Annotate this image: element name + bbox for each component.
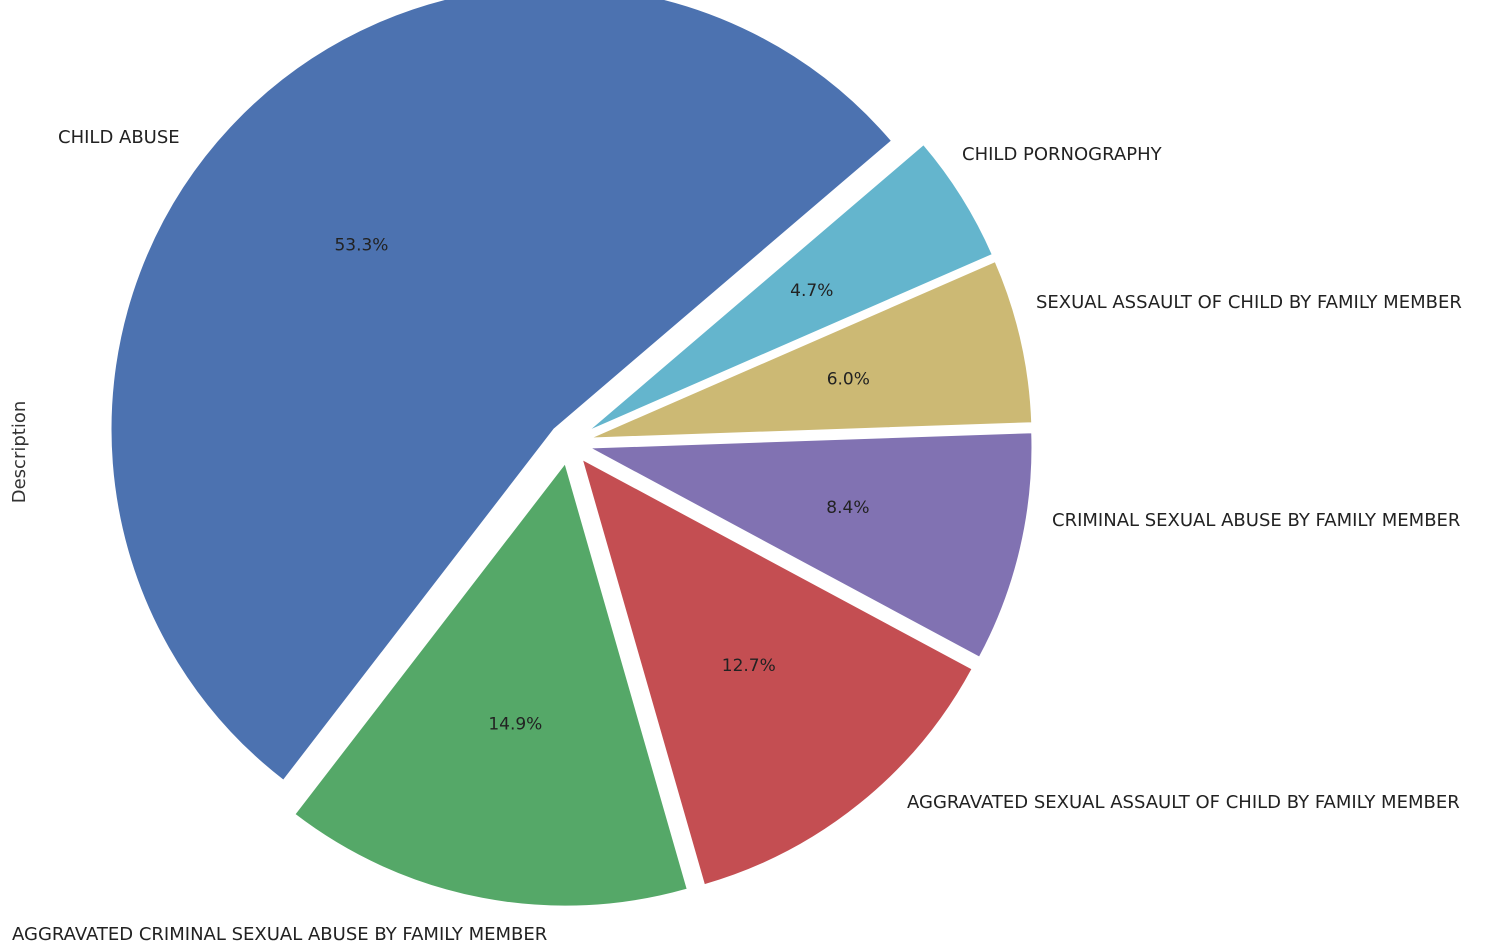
slice-label-5: CHILD PORNOGRAPHY [962,144,1163,165]
pie-slices [109,0,1034,908]
slice-labels: CHILD ABUSE AGGRAVATED CRIMINAL SEXUAL AB… [12,127,1462,945]
pie-slice-2 [579,456,974,887]
axis-label-description: Description [9,401,30,504]
pct-label-4: 6.0% [827,370,870,390]
pct-label-2: 12.7% [722,656,776,676]
pct-label-1: 14.9% [488,714,542,734]
slice-label-3: CRIMINAL SEXUAL ABUSE BY FAMILY MEMBER [1052,510,1460,531]
pie-slice-3 [584,431,1034,660]
pie-slice-5 [585,142,995,434]
slice-label-4: SEXUAL ASSAULT OF CHILD BY FAMILY MEMBER [1036,292,1462,313]
pie-slice-1 [292,460,690,908]
pie-slice-0 [109,0,894,783]
slice-label-0: CHILD ABUSE [58,127,180,148]
slice-label-2: AGGRAVATED SEXUAL ASSAULT OF CHILD BY FA… [907,792,1460,813]
pct-label-0: 53.3% [334,236,388,256]
pct-label-3: 8.4% [826,498,869,518]
percentage-labels: 53.3% 14.9% 12.7% 8.4% 6.0% 4.7% [334,236,869,735]
pie-slice-4 [588,259,1034,440]
slice-label-1: AGGRAVATED CRIMINAL SEXUAL ABUSE BY FAMI… [12,924,547,945]
pct-label-5: 4.7% [790,281,833,301]
